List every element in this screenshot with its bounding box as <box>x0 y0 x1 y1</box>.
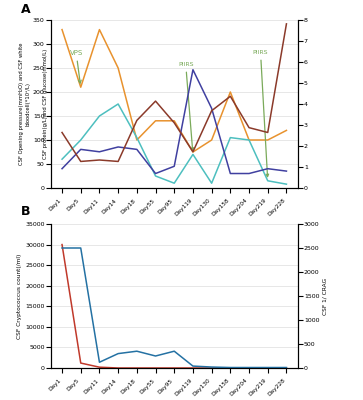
Y-axis label: CSF protein(g/L)and CSF glucose(mmol/L): CSF protein(g/L)and CSF glucose(mmol/L) <box>43 49 48 159</box>
Y-axis label: CSF 1/ CRAG: CSF 1/ CRAG <box>322 278 327 314</box>
Y-axis label: CSF Cryptococcus count(/ml): CSF Cryptococcus count(/ml) <box>17 253 22 339</box>
Text: B: B <box>21 205 31 218</box>
Text: PIIRS: PIIRS <box>253 50 269 177</box>
Text: PIIRS: PIIRS <box>178 62 193 150</box>
Y-axis label: CSF Opening pressure(mmH₂O) and CSF white
bloodcell(*10⁶/L): CSF Opening pressure(mmH₂O) and CSF whit… <box>19 43 30 165</box>
Text: VPS: VPS <box>70 50 83 83</box>
Legend: CSF opening pressure, CSF white blood cell, CSF protein, CSF glucose: CSF opening pressure, CSF white blood ce… <box>113 255 236 272</box>
Text: A: A <box>21 3 31 16</box>
